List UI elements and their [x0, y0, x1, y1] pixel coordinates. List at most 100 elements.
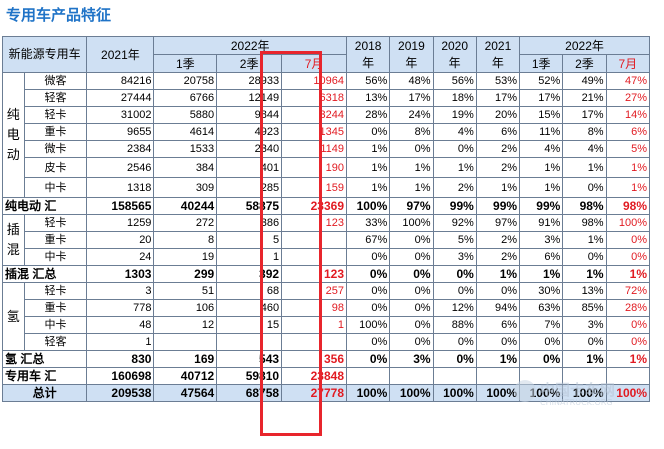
cell-sq2: 85%	[562, 299, 607, 317]
cell-s2019: 0%	[389, 140, 434, 158]
cell-s2018	[345, 367, 391, 385]
subcategory-label: 中卡	[23, 248, 88, 266]
cell-y2021: 1318	[86, 177, 155, 198]
cell-s2019: 1%	[389, 177, 434, 198]
cell-sq1: 6%	[519, 248, 564, 266]
specialty-vehicle-table: 新能源专用车 2021年 2022年 2018年 2019年 2020年 202…	[1, 36, 651, 402]
cell-y2021: 2546	[86, 157, 155, 178]
cell-sq2: 1%	[562, 231, 607, 249]
cell-q2: 68758	[216, 384, 283, 402]
cell-sq2: 98%	[562, 197, 607, 215]
cell-sjul: 72%	[605, 282, 651, 300]
cell-sq1: 15%	[519, 106, 564, 124]
cell-jul	[281, 231, 347, 249]
cell-y2021: 2384	[86, 140, 155, 158]
table-row: 氢 汇总 830 169 543 356 0% 3% 0% 1% 0% 1% 1%	[1, 350, 651, 368]
cell-s2021: 6%	[475, 316, 521, 334]
cell-s2020: 100%	[432, 384, 477, 402]
cell-s2021: 6%	[475, 123, 521, 141]
cell-q2: 58875	[216, 197, 283, 215]
watermark-sub: CHINATRUCK.ORG	[540, 398, 613, 407]
cell-s2018: 1%	[345, 140, 391, 158]
category-label: 氢	[2, 282, 25, 351]
cell-sq2: 0%	[562, 177, 607, 198]
header-share-2019: 2019年	[389, 36, 434, 73]
header-share-2021: 2021年	[475, 36, 521, 73]
cell-s2018: 0%	[345, 248, 391, 266]
cell-jul: 1149	[281, 140, 347, 158]
cell-jul	[281, 248, 347, 266]
cell-s2020: 0%	[432, 333, 477, 351]
cell-s2018: 0%	[345, 299, 391, 317]
cell-s2019: 3%	[389, 350, 434, 368]
cell-s2020: 5%	[432, 231, 477, 249]
cell-q2: 12149	[216, 89, 283, 107]
cell-q1	[153, 333, 218, 351]
watermark: 中国卡车网 CHINATRUCK.ORG	[514, 378, 634, 412]
category-label: 插混	[2, 214, 25, 266]
cell-s2021: 99%	[475, 197, 521, 215]
table-row: 纯电动 汇 158565 40244 58875 23369 100% 97% 99% 99% 9…	[1, 197, 651, 215]
cell-jul: 190	[281, 157, 347, 178]
cell-s2018: 1%	[345, 157, 391, 178]
cell-s2019: 0%	[389, 231, 434, 249]
cell-sq1: 99%	[519, 197, 564, 215]
table-row: 插混 轻卡 1259 272 386 123 33% 100% 92% 97% 91% 98% 100%	[2, 214, 651, 266]
header-2021: 2021年	[86, 36, 155, 73]
row-label: 总计	[1, 384, 88, 402]
cell-y2021: 9655	[86, 123, 155, 141]
cell-s2021: 97%	[475, 214, 521, 232]
table-row: 皮卡 2546 384 401 190 1% 1% 1% 2% 1% 1% 1%	[3, 157, 651, 178]
cell-s2018: 67%	[345, 231, 391, 249]
cell-y2021: 209538	[86, 384, 155, 402]
cell-s2020: 19%	[432, 106, 477, 124]
cell-s2020: 0%	[432, 350, 477, 368]
cell-sq2: 0%	[562, 333, 607, 351]
cell-q1: 384	[153, 157, 218, 178]
row-label: 纯电动 汇	[1, 197, 88, 215]
cell-s2020: 56%	[432, 72, 477, 90]
cell-q2: 9844	[216, 106, 283, 124]
cell-q1: 40712	[153, 367, 218, 385]
cell-y2021: 31002	[86, 106, 155, 124]
cell-q2: 285	[216, 177, 283, 198]
cell-s2020: 18%	[432, 89, 477, 107]
cell-q1: 272	[153, 214, 218, 232]
cell-y2021: 84216	[86, 72, 155, 90]
cell-q1: 19	[153, 248, 218, 266]
cell-q1: 6766	[153, 89, 218, 107]
cell-s2021: 100%	[475, 384, 521, 402]
cell-q1: 8	[153, 231, 218, 249]
cell-sq1: 11%	[519, 123, 564, 141]
cell-q2: 15	[216, 316, 283, 334]
cell-s2021: 1%	[475, 350, 521, 368]
cell-s2018: 28%	[345, 106, 391, 124]
table-row: 中卡 1318 309 285 159 1% 1% 2% 1% 1% 0% 1%	[3, 177, 651, 198]
cell-q1: 5880	[153, 106, 218, 124]
cell-s2021: 2%	[475, 140, 521, 158]
cell-sjul: 6%	[605, 123, 651, 141]
cell-jul: 3244	[281, 106, 347, 124]
cell-s2020: 3%	[432, 248, 477, 266]
header-corner: 新能源专用车	[1, 36, 88, 73]
subcategory-label: 轻客	[23, 89, 88, 107]
cell-s2019: 0%	[389, 316, 434, 334]
cell-s2021: 20%	[475, 106, 521, 124]
cell-y2021: 20	[86, 231, 155, 249]
table-row: 重卡 20 8 5 67% 0% 5% 2% 3% 1% 0%	[3, 231, 651, 249]
cell-sq2: 98%	[562, 214, 607, 232]
cell-s2020: 88%	[432, 316, 477, 334]
cell-sq2: 1%	[562, 350, 607, 368]
cell-q1: 51	[153, 282, 218, 300]
cell-jul: 23369	[281, 197, 347, 215]
cell-sjul: 0%	[605, 333, 651, 351]
header-share-jul: 7月	[605, 54, 651, 73]
cell-s2020: 2%	[432, 177, 477, 198]
cell-jul: 23848	[281, 367, 347, 385]
cell-q2: 460	[216, 299, 283, 317]
cell-jul: 123	[281, 265, 347, 283]
table-row: 插混 汇总 1303 299 392 123 0% 0% 0% 1% 1% 1% 1%	[1, 265, 651, 283]
cell-jul: 98	[281, 299, 347, 317]
cell-s2019: 0%	[389, 248, 434, 266]
cell-sjul: 14%	[605, 106, 651, 124]
